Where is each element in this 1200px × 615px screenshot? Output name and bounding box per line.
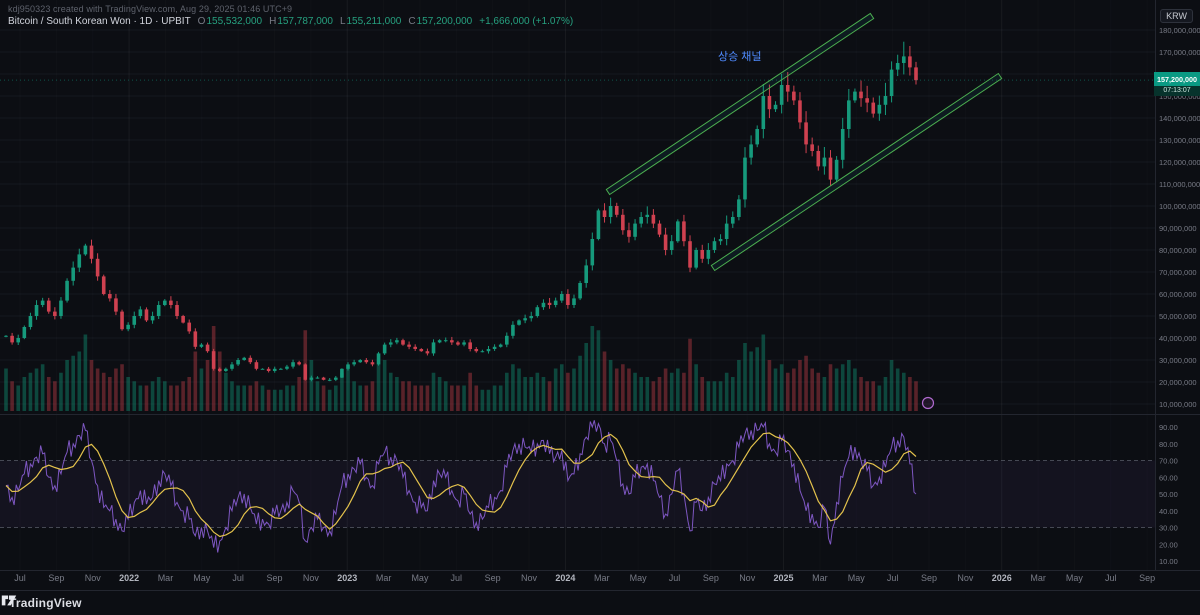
svg-text:Jul: Jul [14,573,26,583]
svg-text:May: May [848,573,866,583]
svg-text:120,000,000: 120,000,000 [1159,158,1200,167]
ohlc-open: O155,532,000 [197,16,263,27]
svg-text:Mar: Mar [158,573,174,583]
svg-text:May: May [193,573,211,583]
last-price-value: 157,200,000 [1154,72,1200,86]
svg-text:140,000,000: 140,000,000 [1159,114,1200,123]
bar-close-countdown: 07:13:07 [1154,86,1200,96]
bottom-toolbar: TradingView [0,590,1200,615]
svg-text:2026: 2026 [992,573,1012,583]
svg-text:Sep: Sep [48,573,64,583]
svg-text:10.00: 10.00 [1159,557,1178,566]
svg-text:2023: 2023 [337,573,357,583]
candlestick-series[interactable] [4,41,918,382]
svg-text:20,000,000: 20,000,000 [1159,378,1197,387]
svg-text:30.00: 30.00 [1159,524,1178,533]
svg-text:Mar: Mar [812,573,828,583]
svg-text:180,000,000: 180,000,000 [1159,26,1200,35]
svg-text:Sep: Sep [485,573,501,583]
svg-text:Jul: Jul [669,573,681,583]
svg-text:Jul: Jul [451,573,463,583]
svg-text:100,000,000: 100,000,000 [1159,202,1200,211]
svg-text:Nov: Nov [85,573,102,583]
svg-text:40,000,000: 40,000,000 [1159,334,1197,343]
gridlines [0,0,1155,570]
volume-series [4,326,918,411]
svg-text:May: May [411,573,429,583]
watermark-attribution: kdj950323 created with TradingView.com, … [8,4,293,14]
series-end-marker-icon[interactable] [921,396,935,410]
currency-label[interactable]: KRW [1160,9,1193,23]
svg-text:Jul: Jul [232,573,244,583]
channel-label[interactable]: 상승 채널 [718,50,762,63]
svg-text:2025: 2025 [774,573,794,583]
svg-text:80,000,000: 80,000,000 [1159,246,1197,255]
svg-text:110,000,000: 110,000,000 [1159,180,1200,189]
svg-text:Nov: Nov [303,573,320,583]
last-price-badge[interactable]: 157,200,000 07:13:07 [1154,72,1200,96]
rsi-ma-line [5,432,917,538]
tradingview-logo-icon[interactable] [0,591,18,609]
ohlc-high: H157,787,000 [269,16,333,27]
svg-text:Sep: Sep [703,573,719,583]
svg-text:90.00: 90.00 [1159,423,1178,432]
svg-text:130,000,000: 130,000,000 [1159,136,1200,145]
svg-text:Nov: Nov [521,573,538,583]
svg-text:60.00: 60.00 [1159,473,1178,482]
brand-wordmark[interactable]: TradingView [9,596,82,610]
svg-text:May: May [1066,573,1084,583]
svg-text:70.00: 70.00 [1159,457,1178,466]
svg-text:Nov: Nov [739,573,756,583]
svg-text:2022: 2022 [119,573,139,583]
svg-text:Jul: Jul [887,573,899,583]
ohlc-close: C157,200,000 [408,16,473,27]
svg-text:Sep: Sep [921,573,937,583]
chart-canvas[interactable]: 상승 채널180,000,000170,000,000160,000,00015… [0,0,1200,591]
svg-text:Mar: Mar [1030,573,1046,583]
symbol-info-bar: Bitcoin / South Korean Won · 1D · UPBIT … [8,16,573,27]
rsi-band [0,460,1155,528]
ascending-channel-drawing[interactable]: 상승 채널 [605,12,1003,272]
svg-text:Mar: Mar [376,573,392,583]
symbol-title[interactable]: Bitcoin / South Korean Won · 1D · UPBIT [8,16,191,27]
svg-text:Jul: Jul [1105,573,1117,583]
time-axis[interactable]: Jul Sep Nov 2022 Mar May Jul Sep Nov 2023 Mar May Ju… [14,573,1155,583]
svg-text:May: May [630,573,648,583]
svg-text:Mar: Mar [594,573,610,583]
svg-text:40.00: 40.00 [1159,507,1178,516]
svg-text:20.00: 20.00 [1159,540,1178,549]
svg-text:Nov: Nov [957,573,974,583]
price-axis[interactable]: 180,000,000170,000,000160,000,000150,000… [1159,26,1200,566]
svg-text:170,000,000: 170,000,000 [1159,48,1200,57]
svg-text:70,000,000: 70,000,000 [1159,268,1197,277]
svg-text:150,000,000: 150,000,000 [1159,92,1200,101]
svg-text:30,000,000: 30,000,000 [1159,356,1197,365]
svg-text:10,000,000: 10,000,000 [1159,400,1197,409]
svg-text:Sep: Sep [1139,573,1155,583]
svg-text:80.00: 80.00 [1159,440,1178,449]
svg-text:50,000,000: 50,000,000 [1159,312,1197,321]
svg-text:50.00: 50.00 [1159,490,1178,499]
ohlc-low: L155,211,000 [339,16,402,27]
svg-text:Sep: Sep [267,573,283,583]
svg-text:60,000,000: 60,000,000 [1159,290,1197,299]
svg-text:2024: 2024 [555,573,575,583]
price-change: +1,666,000 (+1.07%) [479,16,574,27]
svg-text:90,000,000: 90,000,000 [1159,224,1197,233]
rsi-line [5,420,917,553]
